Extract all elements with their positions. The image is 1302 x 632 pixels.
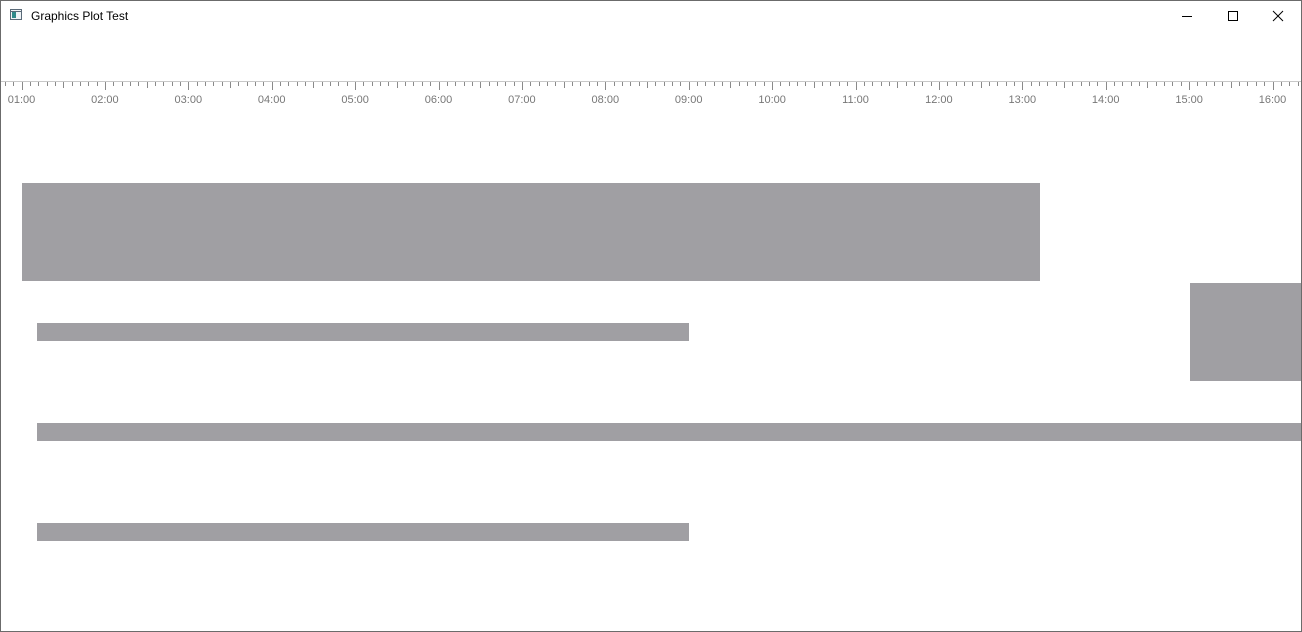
plot-svg: [22, 183, 1301, 541]
plot-area[interactable]: [1, 109, 1301, 631]
maximize-icon: [1228, 11, 1238, 21]
bar-1[interactable]: [22, 183, 1040, 281]
window-title: Graphics Plot Test: [31, 9, 129, 23]
ruler-tick-label: 12:00: [925, 94, 953, 106]
title-bar[interactable]: Graphics Plot Test: [1, 1, 1301, 31]
ruler-tick-label: 03:00: [175, 94, 203, 106]
ruler-tick-label: 11:00: [842, 94, 869, 106]
bar-3[interactable]: [1190, 283, 1301, 381]
close-icon: [1272, 10, 1284, 22]
bar-4[interactable]: [37, 423, 1301, 441]
maximize-button[interactable]: [1210, 1, 1256, 31]
time-ruler[interactable]: 01:00 02:00 03:00 04:00 05:00 06:00 07:00 08:00…: [1, 81, 1301, 109]
ruler-tick-label: 13:00: [1009, 94, 1037, 106]
ruler-tick-label: 06:00: [425, 94, 453, 106]
bar-2[interactable]: [37, 323, 689, 341]
ruler-tick-label: 14:00: [1092, 94, 1120, 106]
minimize-button[interactable]: [1164, 1, 1210, 31]
ruler-tick-label: 07:00: [508, 94, 536, 106]
close-button[interactable]: [1255, 1, 1301, 31]
ruler-tick-label: 09:00: [675, 94, 703, 106]
ruler-tick-label: 01:00: [8, 94, 36, 106]
ruler-tick-label: 08:00: [592, 94, 620, 106]
minimize-icon: [1182, 16, 1192, 17]
ruler-tick-label: 02:00: [91, 94, 119, 106]
ruler-tick-label: 15:00: [1175, 94, 1203, 106]
bar-5[interactable]: [37, 523, 689, 541]
ruler-tick-label: 05:00: [341, 94, 369, 106]
time-ruler-svg: 01:00 02:00 03:00 04:00 05:00 06:00 07:00 08:00…: [1, 81, 1301, 106]
toolbar-area: [1, 31, 1301, 81]
ruler-tick-label: 16:00: [1259, 94, 1287, 106]
app-window-icon: [10, 9, 22, 20]
ruler-tick-label: 04:00: [258, 94, 286, 106]
ruler-tick-label: 10:00: [758, 94, 786, 106]
